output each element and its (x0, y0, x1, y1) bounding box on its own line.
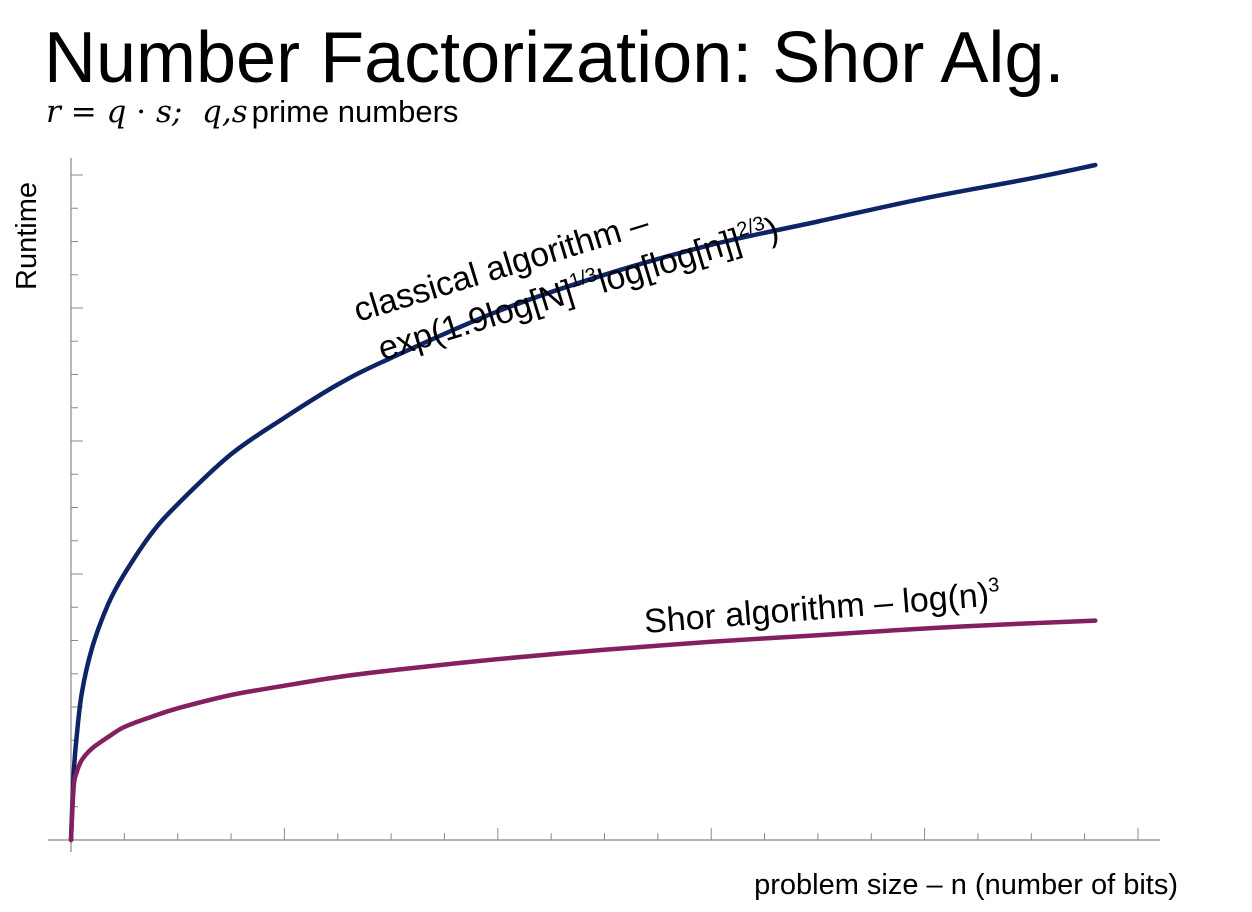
subtitle-text: prime numbers (251, 94, 459, 129)
shor-algorithm-curve (68, 618, 1098, 843)
y-axis-label: Runtime (11, 182, 43, 290)
shor-curve-label: Shor algorithm – log(n)3 (643, 574, 1002, 641)
classical-algorithm-curve (68, 162, 1098, 843)
slide-subtitle: r = q · s; q,s prime numbers (46, 96, 458, 128)
series-layer (68, 162, 1098, 843)
shor-label: Shor algorithm – log(n)3 (643, 574, 1002, 641)
formula: r = q · s; q,s (46, 94, 248, 130)
slide-title: Number Factorization: Shor Alg. (44, 18, 1065, 98)
x-ticks (123, 828, 1139, 840)
axes (48, 158, 1160, 852)
x-axis-label: problem size – n (number of bits) (754, 869, 1178, 901)
classical-curve-label: classical algorithm – exp(1.9log[N]1/3lo… (349, 204, 783, 368)
